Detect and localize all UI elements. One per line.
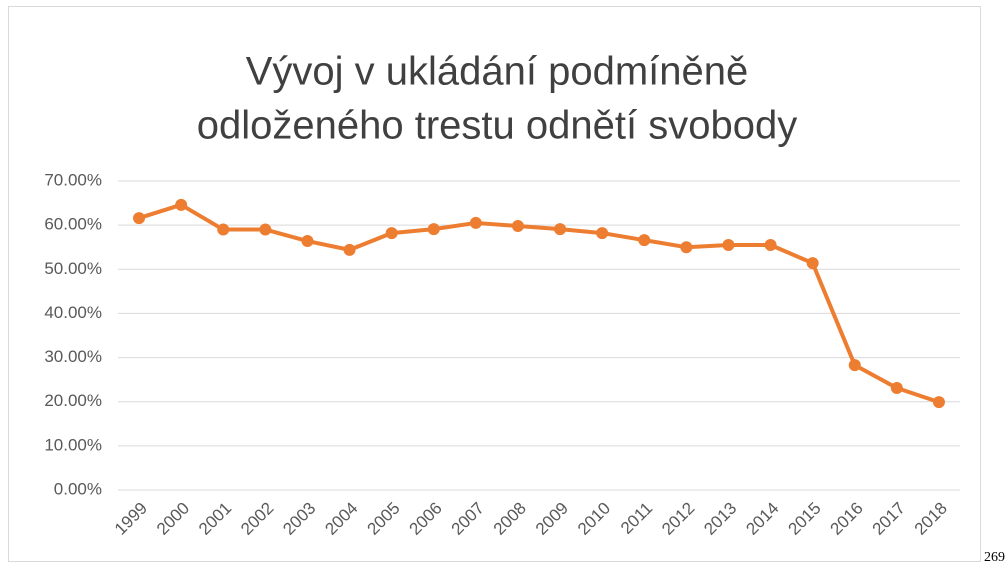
y-tick-label: 70.00% [44,170,102,189]
chart-title: Vývoj v ukládání podmíněně [246,50,749,94]
y-tick-label: 0.00% [54,479,102,498]
marker [764,239,777,252]
marker [554,223,567,236]
line [138,202,940,405]
marker [427,223,440,236]
marker [932,396,945,409]
marker [133,212,146,225]
y-tick-label: 10.00% [44,435,102,454]
marker [259,223,272,236]
marker [385,227,398,240]
marker [806,257,819,270]
marker [217,223,230,236]
marker [848,359,861,372]
y-tick-label: 60.00% [44,215,102,234]
marker [680,241,693,254]
marker [722,239,735,252]
marker [175,198,188,211]
marker [469,216,482,229]
marker [638,234,651,247]
y-tick-label: 50.00% [44,259,102,278]
marker [301,235,314,248]
chart-frame [8,6,981,562]
marker [596,227,609,240]
y-tick-label: 40.00% [44,303,102,322]
marker [511,220,524,233]
marker [890,382,903,395]
y-tick-label: 20.00% [44,391,102,410]
y-tick-label: 30.00% [44,347,102,366]
page-number: 269 [984,550,1005,565]
marker [343,243,356,256]
chart-title: odloženého trestu odnětí svobody [197,104,797,148]
